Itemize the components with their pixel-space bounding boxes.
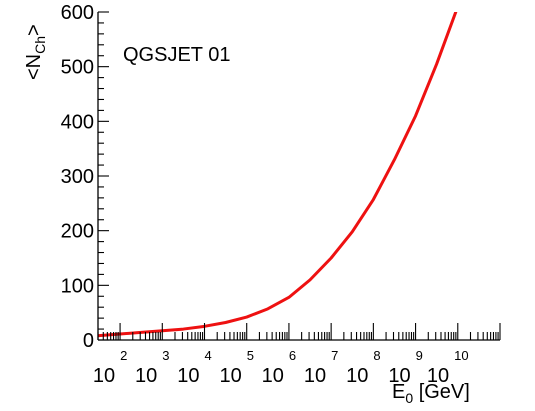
x-tick-label: 108	[346, 348, 380, 387]
x-tick-label: 104	[177, 348, 211, 387]
y-tick-label: 200	[61, 221, 94, 243]
y-axis-title-close: >	[23, 24, 45, 36]
y-tick-label: 300	[61, 166, 94, 188]
chart-annotation: QGSJET 01	[123, 44, 230, 66]
y-tick-label: 500	[61, 57, 94, 79]
x-tick-label: 102	[93, 348, 127, 387]
x-tick-label: 105	[219, 348, 253, 387]
x-axis-title: E0 [GeV]	[392, 381, 470, 406]
y-tick-label: 400	[61, 111, 94, 133]
x-tick-label: 109	[388, 348, 422, 387]
x-axis-title-unit: [GeV]	[413, 381, 470, 403]
y-tick-label: 0	[83, 330, 94, 352]
y-axis-title-open: <N	[23, 54, 45, 80]
x-axis-title-main: E	[392, 381, 405, 403]
x-tick-label: 106	[262, 348, 296, 387]
y-tick-label: 600	[61, 2, 94, 24]
x-tick-label: 1010	[427, 348, 469, 387]
x-axis-title-sub: 0	[405, 390, 413, 406]
y-axis-title-sub: Ch	[32, 36, 48, 54]
axes-layer	[97, 11, 501, 341]
y-tick-label: 100	[61, 275, 94, 297]
x-tick-label: 107	[304, 348, 338, 387]
y-axis-title: <NCh>	[23, 24, 48, 80]
x-tick-label: 103	[135, 348, 169, 387]
